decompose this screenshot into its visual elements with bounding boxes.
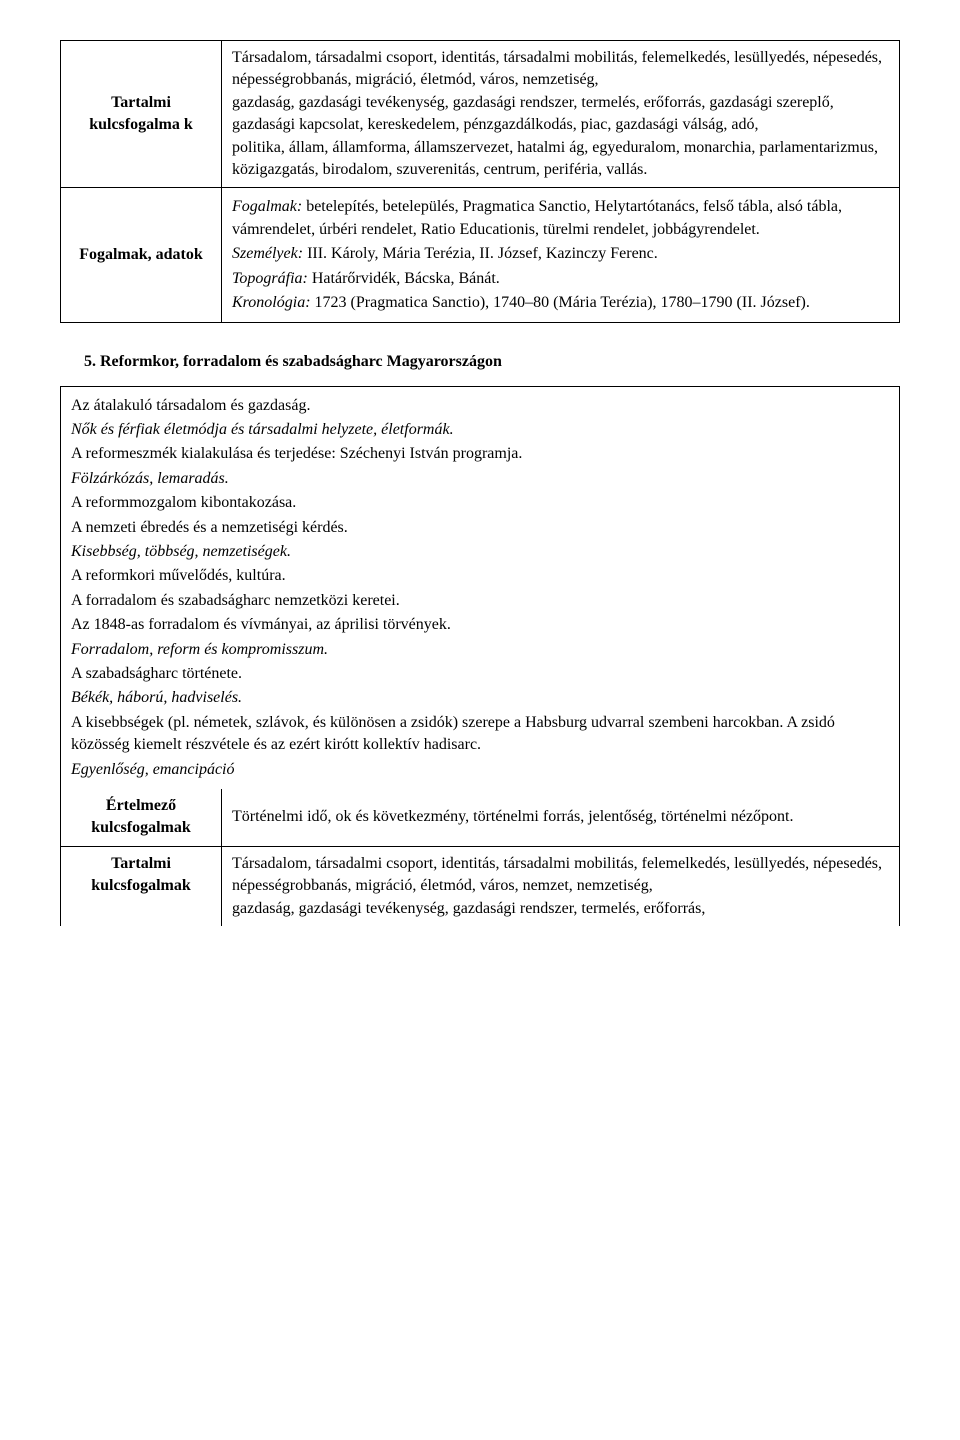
table-row: Értelmező kulcsfogalmak Történelmi idő, … [61, 789, 900, 846]
intro-cell: Az átalakuló társadalom és gazdaság.Nők … [61, 386, 900, 789]
intro-line: Forradalom, reform és kompromisszum. [71, 639, 889, 661]
term-prefix: Topográfia: [232, 270, 308, 287]
intro-line: A nemzeti ébredés és a nemzetiségi kérdé… [71, 517, 889, 539]
intro-line: A kisebbségek (pl. németek, szlávok, és … [71, 712, 889, 757]
row-content: Társadalom, társadalmi csoport, identitá… [222, 41, 900, 188]
intro-line: Az átalakuló társadalom és gazdaság. [71, 395, 889, 417]
table-row: Tartalmi kulcsfogalmak Társadalom, társa… [61, 846, 900, 926]
table-row: Fogalmak, adatok Fogalmak: betelepítés, … [61, 188, 900, 323]
term-text: III. Károly, Mária Terézia, II. József, … [303, 245, 658, 262]
section-heading: 5. Reformkor, forradalom és szabadsághar… [84, 351, 900, 373]
intro-line: Fölzárkózás, lemaradás. [71, 468, 889, 490]
row-content: Történelmi idő, ok és következmény, tört… [222, 789, 900, 846]
term-text: Határőrvidék, Bácska, Bánát. [308, 270, 500, 287]
intro-line: Egyenlőség, emancipáció [71, 759, 889, 781]
term-prefix: Személyek: [232, 245, 303, 262]
term-text: 1723 (Pragmatica Sanctio), 1740–80 (Mári… [311, 294, 810, 311]
table-1: Tartalmi kulcsfogalma k Társadalom, társ… [60, 40, 900, 323]
intro-lines: Az átalakuló társadalom és gazdaság.Nők … [71, 395, 889, 781]
row-label: Értelmező kulcsfogalmak [61, 789, 222, 846]
intro-line: Kisebbség, többség, nemzetiségek. [71, 541, 889, 563]
table-row: Tartalmi kulcsfogalma k Társadalom, társ… [61, 41, 900, 188]
intro-line: A reformeszmék kialakulása és terjedése:… [71, 443, 889, 465]
row-content: Fogalmak: betelepítés, betelepülés, Prag… [222, 188, 900, 323]
intro-line: A forradalom és szabadságharc nemzetközi… [71, 590, 889, 612]
intro-line: Az 1848-as forradalom és vívmányai, az á… [71, 614, 889, 636]
term-prefix: Kronológia: [232, 294, 311, 311]
table-row: Az átalakuló társadalom és gazdaság.Nők … [61, 386, 900, 789]
table-2: Az átalakuló társadalom és gazdaság.Nők … [60, 386, 900, 926]
row-label: Tartalmi kulcsfogalma k [61, 41, 222, 188]
intro-line: Békék, háború, hadviselés. [71, 687, 889, 709]
intro-line: A reformkori művelődés, kultúra. [71, 565, 889, 587]
row-label: Fogalmak, adatok [61, 188, 222, 323]
term-text: betelepítés, betelepülés, Pragmatica San… [232, 198, 842, 237]
term-prefix: Fogalmak: [232, 198, 302, 215]
intro-line: Nők és férfiak életmódja és társadalmi h… [71, 419, 889, 441]
row-content: Társadalom, társadalmi csoport, identitá… [222, 846, 900, 926]
intro-line: A szabadságharc története. [71, 663, 889, 685]
intro-line: A reformmozgalom kibontakozása. [71, 492, 889, 514]
row-label: Tartalmi kulcsfogalmak [61, 846, 222, 926]
